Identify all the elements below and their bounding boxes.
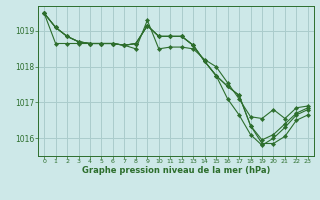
X-axis label: Graphe pression niveau de la mer (hPa): Graphe pression niveau de la mer (hPa) xyxy=(82,166,270,175)
